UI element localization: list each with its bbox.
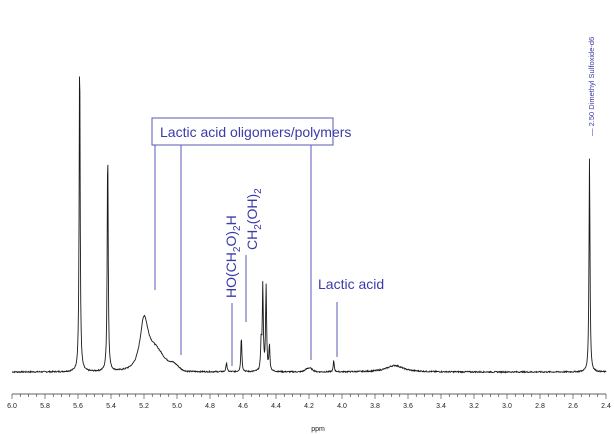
x-axis-title: ppm <box>311 426 325 433</box>
x-tick-label: 3.2 <box>469 403 479 410</box>
x-tick-label: 3.0 <box>502 403 512 410</box>
dmso-label: — 2.50 Dimethyl Sulfoxide-d6 <box>587 37 596 136</box>
oligomers-label: Lactic acid oligomers/polymers <box>160 124 351 140</box>
methylene-glycol-label: CH2(OH)2 <box>244 188 264 250</box>
x-tick-label: 2.4 <box>601 403 611 410</box>
x-tick-label: 5.8 <box>40 403 50 410</box>
x-tick-label: 3.6 <box>403 403 413 410</box>
x-tick-label: 5.4 <box>106 403 116 410</box>
x-tick-label: 3.4 <box>436 403 446 410</box>
x-tick-label: 5.6 <box>73 403 83 410</box>
x-axis: 6.0 5.8 5.6 5.4 5.2 5.0 4.8 4.6 4.4 4.2 4.0 3.8 3.6 3… <box>7 393 611 410</box>
dmso-tick-mark: — <box>587 126 596 136</box>
x-tick-label: 4.2 <box>304 403 314 410</box>
x-tick-label: 3.8 <box>370 403 380 410</box>
x-tick-label: 5.0 <box>172 403 182 410</box>
oligomers-label-box <box>151 117 334 146</box>
spectrum-line <box>11 76 607 374</box>
x-tick-label: 2.6 <box>568 403 578 410</box>
hydrate-label: HO(CH2O)2H <box>223 215 243 298</box>
x-tick-label: 2.8 <box>535 403 545 410</box>
x-tick-label: 4.8 <box>205 403 215 410</box>
x-tick-label: 5.2 <box>139 403 149 410</box>
x-tick-label: 4.6 <box>238 403 248 410</box>
x-tick-label: 4.4 <box>271 403 281 410</box>
x-tick-label: 6.0 <box>7 403 17 410</box>
x-tick-label: 4.0 <box>337 403 347 410</box>
lactic-acid-label: Lactic acid <box>318 276 384 292</box>
